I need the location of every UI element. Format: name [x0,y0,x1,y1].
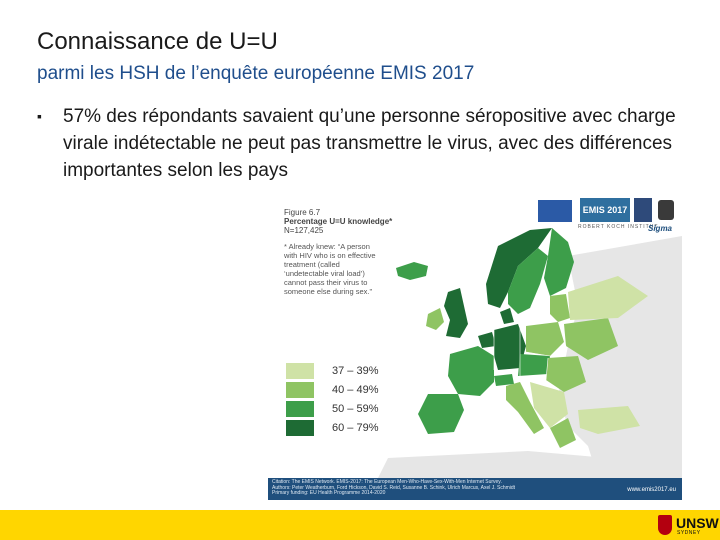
map-legend: 37 – 39% 40 – 49% 50 – 59% 60 – 79% [286,362,378,438]
country-greece [550,418,576,448]
country-iberia [418,394,464,434]
country-norway [486,228,552,308]
country-uk [444,288,468,338]
country-germany [494,324,526,370]
unsw-wordmark: UNSW [676,515,719,531]
bullet-point: ▪ 57% des répondants savaient qu’une per… [37,103,677,184]
sigma-logo: Sigma [648,224,673,233]
legend-label: 50 – 59% [332,403,379,415]
unsw-crest-icon [658,515,672,535]
emis-logo: EMIS 2017 [580,198,630,222]
figure-label: Figure 6.7 [284,208,321,217]
country-switzerland [494,374,514,386]
emis-map-figure: Figure 6.7 Percentage U=U knowledge* N=1… [268,196,682,500]
legend-item: 37 – 39% [286,362,378,380]
authors-label: Authors: [272,484,291,491]
square-bullet-icon: ▪ [37,108,42,124]
europe-map [268,196,682,478]
legend-swatch [286,401,314,417]
country-finland [544,228,574,296]
country-ukraine [564,318,618,360]
footer-credits: Citation: The EMIS Network. EMIS-2017: T… [272,479,602,497]
country-ireland [426,308,444,330]
legend-label: 40 – 49% [332,384,379,396]
north-africa [378,451,628,478]
eu-flag-icon [538,200,572,222]
country-hungary-romania [546,356,586,392]
figure-heading-text: Percentage U=U knowledge* [284,217,393,226]
funding-label: Primary funding: [272,490,309,496]
country-balkans [530,382,568,428]
legend-item: 60 – 79% [286,419,378,437]
legend-label: 37 – 39% [332,365,379,377]
country-russia-belarus [568,276,648,320]
footer-bar [0,510,720,540]
legend-swatch [286,363,314,379]
lshtm-logo-icon [634,198,652,222]
unsw-logo: UNSW SYDNEY [658,513,719,539]
figure-definition: * Already knew: “A person with HIV who i… [284,242,376,296]
country-italy [506,382,544,434]
slide-title: Connaissance de U=U [37,28,278,55]
citation-text: The EMIS Network. EMIS-2017: The Europea… [291,479,502,485]
figure-sample-size: N=127,425 [284,226,324,235]
country-turkey [578,406,640,434]
footer-url: www.emis2017.eu [627,487,676,493]
slide-subtitle: parmi les HSH de l’enquête européenne EM… [37,63,475,84]
legend-item: 50 – 59% [286,400,378,418]
legend-item: 40 – 49% [286,381,378,399]
country-denmark [500,308,514,324]
country-poland [526,322,564,356]
country-sweden [508,248,548,314]
legend-swatch [286,382,314,398]
country-iceland [396,262,428,280]
partner-logos: EMIS 2017 ROBERT KOCH INSTITUT Sigma [538,196,682,236]
country-borders [493,324,567,381]
country-czech-austria [518,354,550,376]
citation-label: Citation: [272,479,291,485]
country-benelux [478,332,496,348]
unsw-subtext: SYDNEY [677,530,701,536]
authors-text: Peter Weatherburn, Ford Hickson, David S… [292,484,516,491]
legend-label: 60 – 79% [332,422,379,434]
figure-footer: Citation: The EMIS Network. EMIS-2017: T… [268,478,682,500]
figure-heading: Figure 6.7 Percentage U=U knowledge* N=1… [284,208,392,235]
country-baltics [550,294,570,322]
crest-logo-icon [658,200,674,220]
funding-text: EU Health Programme 2014-2020 [309,490,386,496]
bullet-text: 57% des répondants savaient qu’une perso… [63,106,676,181]
rki-logo: ROBERT KOCH INSTITUT [578,224,659,230]
country-france [448,346,494,396]
legend-swatch [286,420,314,436]
